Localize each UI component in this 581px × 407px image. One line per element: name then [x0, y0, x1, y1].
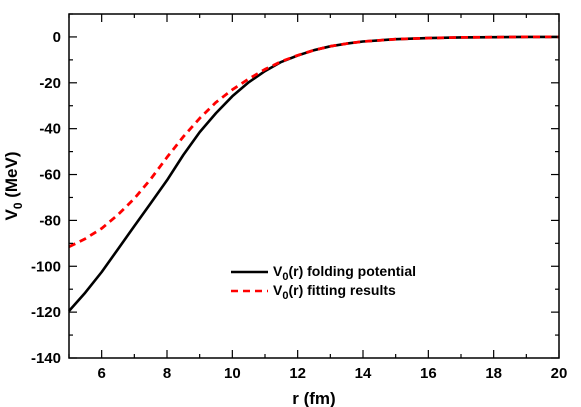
x-axis-label: r (fm): [292, 389, 335, 407]
y-axis-label: V0 (MeV): [2, 151, 25, 220]
series-line-1: [68, 35, 559, 249]
x-tick-label: 8: [163, 365, 171, 382]
x-tick-label: 14: [355, 365, 372, 382]
y-tick-label: -40: [39, 121, 61, 138]
y-tick-label: -140: [31, 350, 61, 367]
x-tick-label: 20: [551, 365, 568, 382]
tick-labels: 6 8 10 12 14 16 18 20 0 -20 -40 -60 -80 -100 -120 -140: [31, 29, 567, 382]
y-tick-label: -120: [31, 304, 61, 321]
x-tick-label: 16: [420, 365, 437, 382]
y-tick-label: -20: [39, 75, 61, 92]
legend-label-folding: V0(r) folding potential: [273, 263, 416, 283]
y-tick-label: -80: [39, 212, 61, 229]
y-tick-label: -60: [39, 167, 61, 184]
x-tick-label: 10: [224, 365, 241, 382]
y-tick-label: -100: [31, 258, 61, 275]
y-tick-label: 0: [53, 29, 61, 46]
x-tick-label: 6: [97, 365, 105, 382]
plot-frame: [68, 13, 560, 359]
x-tick-label: 12: [289, 365, 306, 382]
axis-ticks: [68, 13, 560, 359]
legend: V0(r) folding potential V0(r) fitting re…: [231, 263, 416, 302]
x-tick-label: 18: [485, 365, 502, 382]
plot-lines: [68, 35, 559, 312]
legend-label-fitting: V0(r) fitting results: [273, 282, 396, 302]
